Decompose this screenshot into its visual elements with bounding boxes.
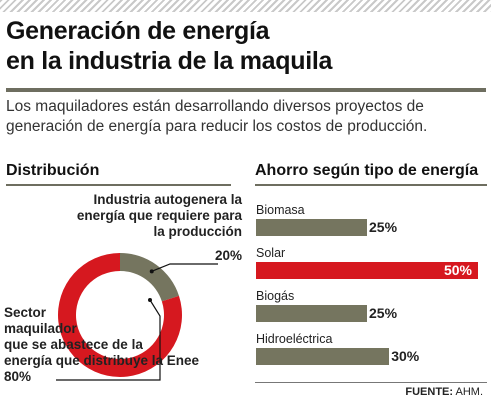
bar — [256, 305, 367, 322]
leader-dot-self — [149, 269, 154, 274]
bar-value-label: 25% — [369, 219, 398, 235]
bar-category-label: Solar — [256, 246, 286, 260]
intro-text: Los maquiladores están desarrollando div… — [6, 98, 428, 135]
bar — [256, 219, 367, 236]
bar-value-label: 25% — [369, 305, 398, 321]
self-generation-label: Industria autogenera la energía que requ… — [76, 192, 242, 239]
source-value: AHM. — [455, 386, 484, 398]
pie-slice-0 — [120, 253, 179, 302]
bottom-divider — [255, 382, 487, 383]
distribution-heading: Distribución — [6, 158, 231, 186]
sector-label: Sector maquilador que se abastece de la … — [4, 305, 200, 368]
savings-bar-chart: Biomasa 25% Solar 50% Biogás 25% Hidroeléctric… — [256, 190, 488, 370]
title-divider — [6, 88, 486, 92]
bar-value-label: 50% — [443, 262, 472, 278]
donut-chart — [56, 253, 218, 381]
bar-category-label: Biogás — [256, 289, 295, 303]
bar-category-label: Biomasa — [256, 203, 305, 217]
distribution-chart: Industria autogenera la energía que requ… — [0, 188, 248, 388]
self-generation-percent: 20% — [214, 248, 242, 263]
source-note: FUENTE: AHM. — [405, 386, 483, 399]
leader-line-sector — [56, 299, 161, 381]
hatched-top-border — [0, 0, 491, 12]
page-title: Generación de energía en la industria de… — [6, 16, 486, 76]
bar — [256, 262, 478, 279]
title-line-1: Generación de energía — [6, 17, 270, 45]
sector-percent: 80% — [4, 369, 32, 384]
bar-value-label: 30% — [391, 348, 420, 364]
title-line-2: en la industria de la maquila — [6, 47, 333, 75]
bar-category-label: Hidroeléctrica — [256, 332, 333, 346]
source-label: FUENTE: — [405, 386, 454, 398]
bar — [256, 348, 390, 365]
savings-heading: Ahorro según tipo de energía — [255, 158, 487, 186]
leader-dot-sector — [148, 298, 152, 302]
leader-line-self — [151, 263, 218, 272]
